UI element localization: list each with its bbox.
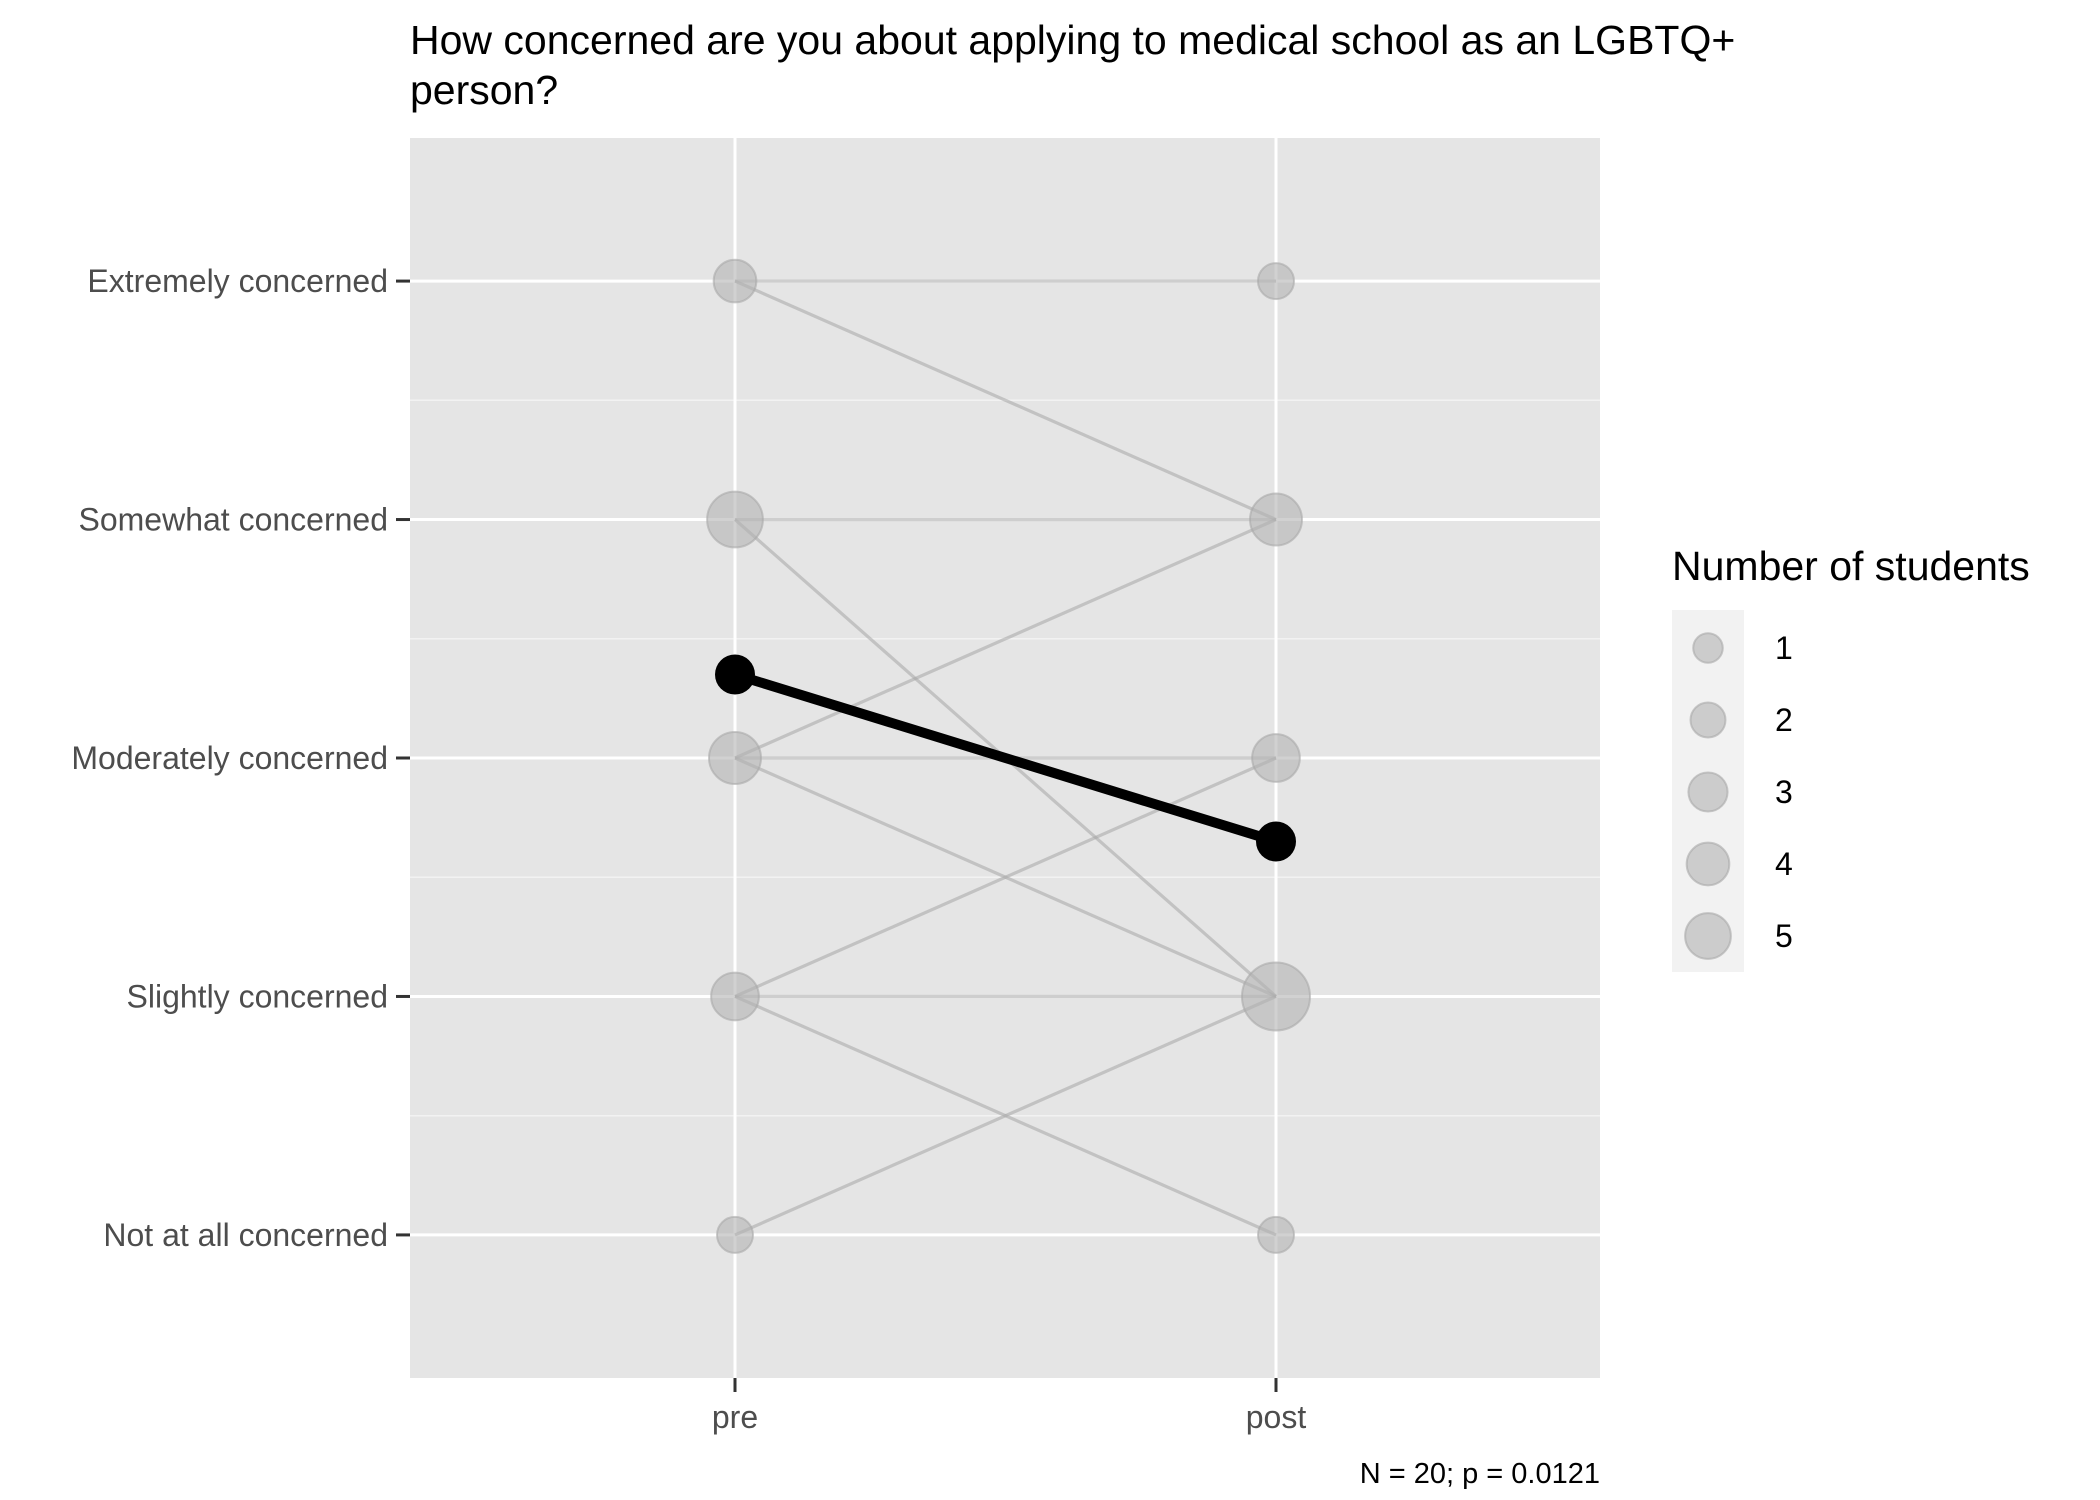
transition-line <box>734 994 1277 1237</box>
legend-label: 3 <box>1775 774 1793 810</box>
legend: Number of students 1 2 3 4 5 <box>1672 543 2030 972</box>
y-tick-label: Not at all concerned <box>103 1217 388 1253</box>
count-point <box>1251 733 1301 783</box>
legend-key <box>1687 771 1729 813</box>
legend-label: 4 <box>1775 846 1793 882</box>
transition-line <box>734 518 1277 760</box>
legend-key <box>1685 841 1731 887</box>
legend-title: Number of students <box>1672 543 2030 589</box>
legend-label: 1 <box>1775 630 1793 666</box>
chart-caption: N = 20; p = 0.0121 <box>1360 1458 1600 1490</box>
mean-point <box>1256 821 1296 862</box>
legend-key <box>1692 632 1724 664</box>
legend-keys: 1 2 3 4 5 <box>1684 630 1793 960</box>
count-point <box>706 490 764 549</box>
transition-line <box>734 279 1277 522</box>
legend-key <box>1684 912 1732 960</box>
mean-series <box>715 654 1296 862</box>
x-tick-label: pre <box>712 1399 758 1435</box>
count-point <box>716 1215 754 1254</box>
y-tick-label: Extremely concerned <box>87 263 388 299</box>
y-tick-label: Somewhat concerned <box>78 502 388 538</box>
y-tick-label: Moderately concerned <box>71 740 388 776</box>
legend-label: 2 <box>1775 702 1793 738</box>
count-point <box>712 258 758 304</box>
count-point <box>1241 961 1311 1032</box>
chart-title-line-2: person? <box>410 67 558 113</box>
legend-key <box>1689 701 1727 739</box>
count-point <box>710 971 760 1022</box>
legend-label: 5 <box>1775 918 1793 954</box>
count-point <box>708 731 762 785</box>
y-tick-label: Slightly concerned <box>127 978 388 1014</box>
count-point <box>1257 262 1295 301</box>
x-tick-label: post <box>1246 1399 1307 1435</box>
student-count-points <box>706 258 1311 1254</box>
count-point <box>1257 1215 1295 1254</box>
mean-line <box>733 669 1278 847</box>
chart-title-line-1: How concerned are you about applying to … <box>410 17 1735 63</box>
count-point <box>1249 492 1303 547</box>
transition-line <box>734 756 1277 998</box>
mean-point <box>715 654 755 695</box>
axes: Not at all concerned Slightly concerned Mo… <box>71 263 1306 1435</box>
